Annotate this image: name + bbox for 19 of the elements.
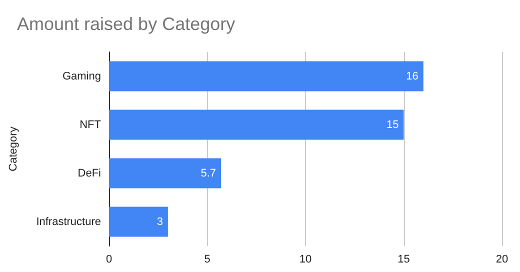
bar xyxy=(109,206,168,237)
data-label: 16 xyxy=(406,70,418,82)
data-label: 5.7 xyxy=(200,167,216,180)
x-tick-label: 0 xyxy=(106,254,112,266)
bar xyxy=(109,61,424,92)
x-tick-label: 20 xyxy=(496,254,508,266)
data-label: 3 xyxy=(156,216,163,228)
x-tick-label: 10 xyxy=(299,254,312,266)
bar xyxy=(109,110,404,140)
y-axis-title: Category xyxy=(8,126,20,172)
x-tick-label: 15 xyxy=(398,254,410,266)
data-label: 15 xyxy=(386,118,399,131)
y-tick-label: DeFi xyxy=(78,167,101,180)
x-tick-label: 5 xyxy=(204,254,210,266)
y-tick-label: NFT xyxy=(80,118,102,131)
bar xyxy=(109,158,222,188)
chart-title: Amount raised by Category xyxy=(17,14,236,34)
y-tick-label: Gaming xyxy=(62,70,101,82)
y-tick-label: Infrastructure xyxy=(36,216,101,228)
